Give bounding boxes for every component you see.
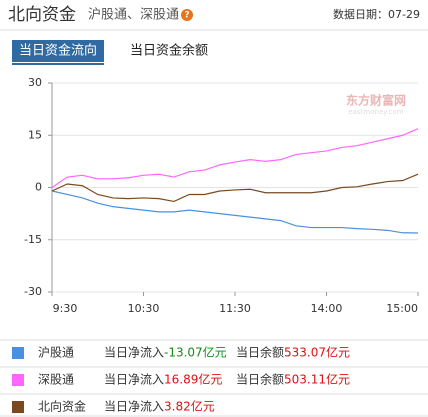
net-value: -13.07亿元 bbox=[164, 345, 227, 360]
balance-label: 当日余额 bbox=[236, 372, 284, 387]
legend-swatch bbox=[12, 347, 24, 359]
watermark-sub: eastmoney.com bbox=[348, 108, 403, 116]
legend-name: 沪股通 bbox=[38, 346, 74, 360]
net-label: 当日净流入 bbox=[104, 373, 164, 387]
y-tick-label: 0 bbox=[35, 181, 42, 194]
date-label: 数据日期：07-29 bbox=[333, 7, 420, 21]
tab[interactable]: 当日资金余额 bbox=[130, 43, 208, 59]
net-value: 3.82亿元 bbox=[164, 399, 215, 414]
subtitle: 沪股通、深股通 bbox=[88, 7, 179, 23]
y-tick-label: 30 bbox=[28, 76, 42, 89]
series-line bbox=[51, 128, 419, 188]
balance-label: 当日余额 bbox=[236, 345, 284, 360]
x-tick-label: 10:30 bbox=[128, 302, 160, 315]
net-label: 当日净流入 bbox=[104, 400, 164, 414]
net-value: 16.89亿元 bbox=[164, 372, 222, 387]
balance-value: 503.11亿元 bbox=[284, 372, 350, 387]
tab[interactable]: 当日资金流向 bbox=[19, 43, 97, 59]
y-tick-label: -30 bbox=[24, 285, 42, 298]
legend-swatch bbox=[12, 401, 24, 413]
legend-name: 北向资金 bbox=[38, 399, 86, 414]
x-tick-label: 14:00 bbox=[311, 302, 343, 315]
x-tick-label: 11:30 bbox=[219, 302, 251, 315]
balance-value: 533.07亿元 bbox=[284, 345, 350, 360]
net-label: 当日净流入 bbox=[104, 346, 164, 360]
y-tick-label: -15 bbox=[24, 233, 42, 246]
legend-swatch bbox=[12, 374, 24, 386]
series-line bbox=[51, 173, 419, 203]
help-icon-text[interactable]: ? bbox=[184, 11, 189, 21]
x-tick-label: 15:00 bbox=[386, 302, 418, 315]
help-icon[interactable] bbox=[181, 9, 193, 21]
watermark: 东方财富网 bbox=[346, 93, 406, 108]
tab-active[interactable] bbox=[12, 40, 104, 62]
title: 北向资金 bbox=[8, 5, 76, 25]
x-tick-label: 9:30 bbox=[53, 302, 78, 315]
y-tick-label: 15 bbox=[28, 128, 42, 141]
series-line bbox=[51, 190, 419, 234]
legend-name: 深股通 bbox=[38, 373, 74, 387]
